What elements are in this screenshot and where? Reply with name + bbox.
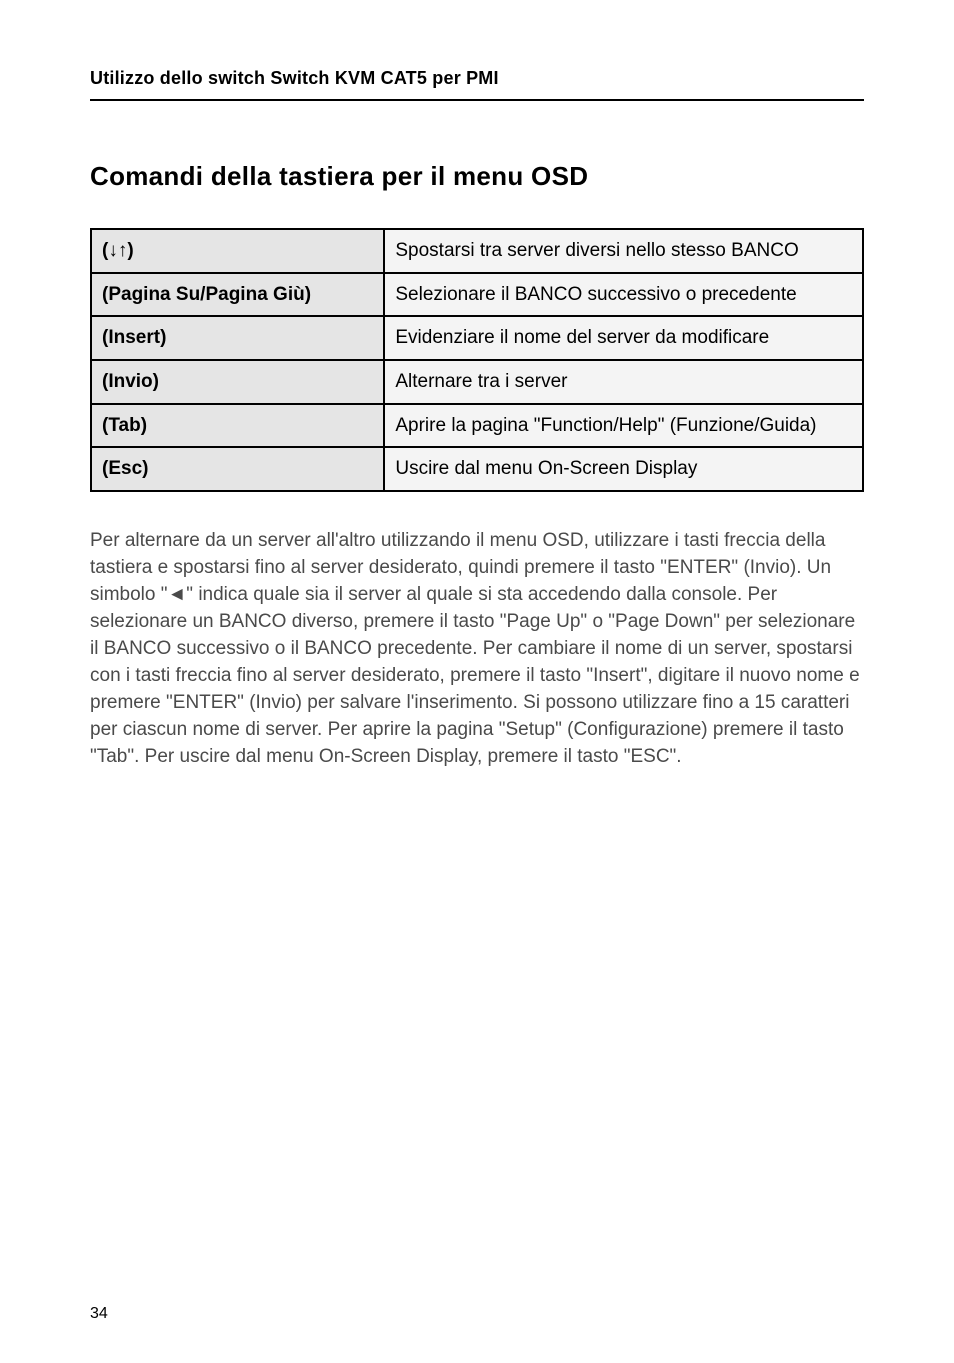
key-cell: (Invio)	[91, 360, 384, 404]
value-cell: Spostarsi tra server diversi nello stess…	[384, 229, 863, 273]
key-cell: (Pagina Su/Pagina Giù)	[91, 273, 384, 317]
table-row: (Invio) Alternare tra i server	[91, 360, 863, 404]
value-cell: Aprire la pagina "Function/Help" (Funzio…	[384, 404, 863, 448]
key-cell: (↓↑)	[91, 229, 384, 273]
table-row: (↓↑) Spostarsi tra server diversi nello …	[91, 229, 863, 273]
header-title: Utilizzo dello switch Switch KVM CAT5 pe…	[90, 68, 864, 89]
osd-commands-table: (↓↑) Spostarsi tra server diversi nello …	[90, 228, 864, 492]
table-row: (Insert) Evidenziare il nome del server …	[91, 316, 863, 360]
value-cell: Alternare tra i server	[384, 360, 863, 404]
table-row: (Esc) Uscire dal menu On-Screen Display	[91, 447, 863, 491]
key-cell: (Esc)	[91, 447, 384, 491]
key-cell: (Tab)	[91, 404, 384, 448]
key-cell: (Insert)	[91, 316, 384, 360]
value-cell: Uscire dal menu On-Screen Display	[384, 447, 863, 491]
body-paragraph: Per alternare da un server all'altro uti…	[90, 528, 864, 771]
table-row: (Pagina Su/Pagina Giù) Selezionare il BA…	[91, 273, 863, 317]
page-header: Utilizzo dello switch Switch KVM CAT5 pe…	[90, 68, 864, 101]
value-cell: Evidenziare il nome del server da modifi…	[384, 316, 863, 360]
value-cell: Selezionare il BANCO successivo o preced…	[384, 273, 863, 317]
page-number: 34	[90, 1305, 108, 1323]
section-heading: Comandi della tastiera per il menu OSD	[90, 161, 864, 192]
table-row: (Tab) Aprire la pagina "Function/Help" (…	[91, 404, 863, 448]
